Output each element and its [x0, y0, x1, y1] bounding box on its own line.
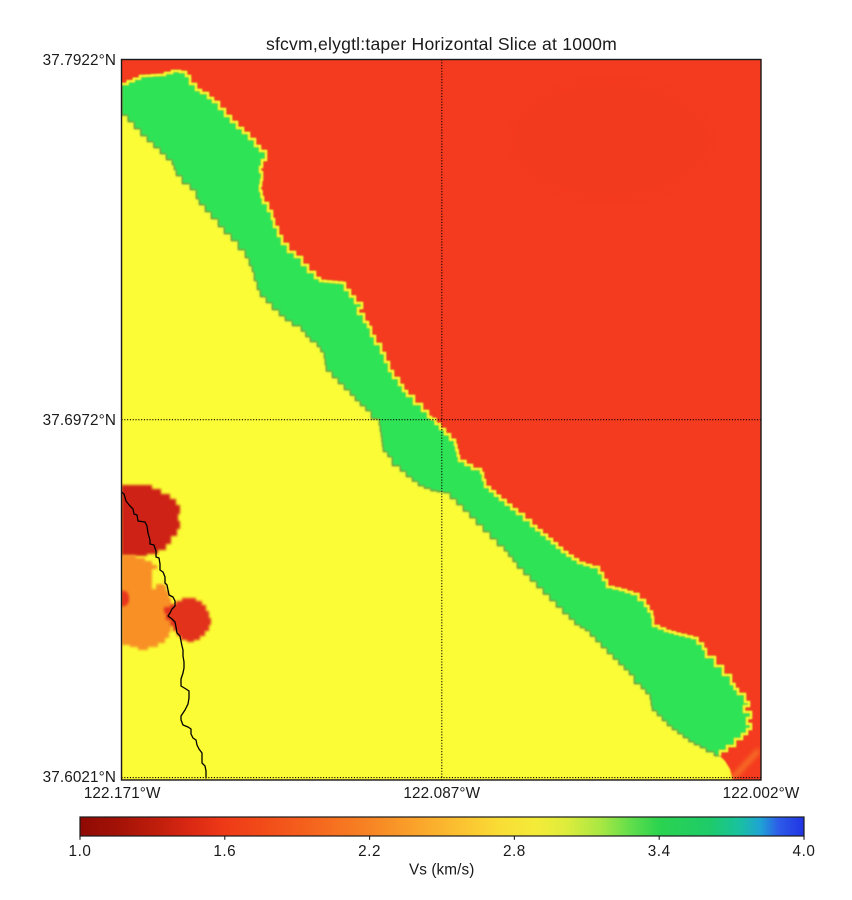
svg-text:37.6021°N: 37.6021°N: [43, 769, 116, 786]
svg-text:3.4: 3.4: [648, 843, 671, 860]
svg-text:sfcvm,elygtl:taper Horizontal: sfcvm,elygtl:taper Horizontal Slice at 1…: [266, 34, 617, 54]
svg-text:Vs (km/s): Vs (km/s): [409, 861, 474, 878]
svg-text:2.2: 2.2: [358, 843, 381, 860]
svg-text:122.002°W: 122.002°W: [723, 785, 800, 802]
svg-text:1.6: 1.6: [213, 843, 236, 860]
svg-text:122.171°W: 122.171°W: [84, 785, 161, 802]
svg-text:2.8: 2.8: [503, 843, 526, 860]
svg-text:37.7922°N: 37.7922°N: [43, 52, 116, 69]
svg-text:37.6972°N: 37.6972°N: [43, 412, 116, 429]
svg-text:122.087°W: 122.087°W: [403, 785, 480, 802]
svg-text:4.0: 4.0: [793, 843, 816, 860]
svg-text:1.0: 1.0: [69, 843, 92, 860]
